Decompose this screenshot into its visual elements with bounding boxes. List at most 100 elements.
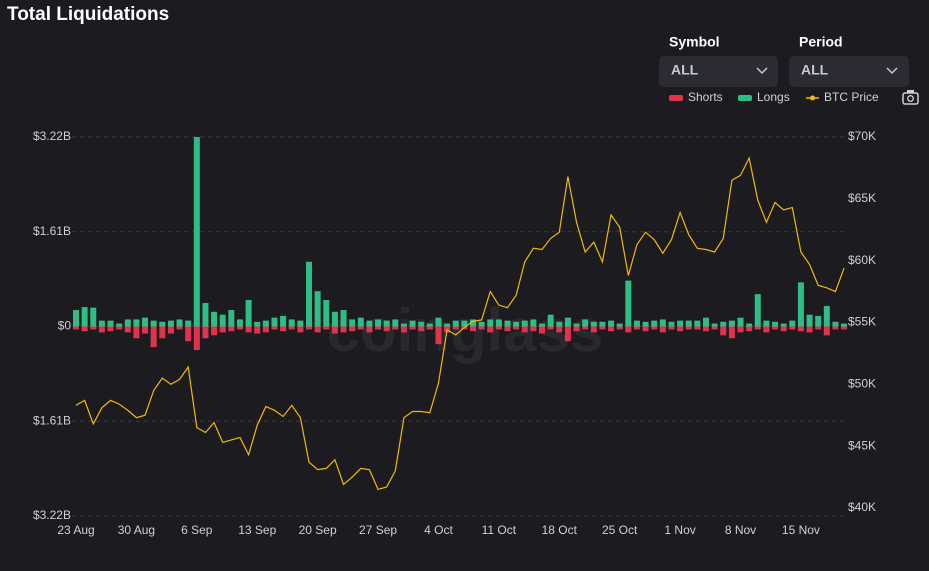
legend-item[interactable]: Shorts	[669, 90, 723, 104]
symbol-label: Symbol	[669, 34, 720, 50]
bar	[193, 326, 200, 351]
bar	[90, 326, 97, 330]
bar	[306, 326, 313, 330]
bar	[469, 319, 476, 327]
bar	[107, 320, 114, 327]
bar	[331, 326, 338, 334]
bar	[306, 261, 313, 327]
bar	[116, 326, 123, 330]
y-tick-label: $3.22B	[33, 508, 71, 522]
bar	[547, 326, 554, 330]
period-label: Period	[799, 34, 843, 50]
bar	[254, 321, 261, 327]
camera-top	[907, 90, 914, 93]
bar	[763, 326, 770, 333]
bar	[608, 320, 615, 327]
bar	[435, 326, 442, 345]
y2-tick-label: $45K	[848, 438, 876, 452]
bar	[418, 326, 425, 332]
bar	[219, 314, 226, 327]
bar	[504, 320, 511, 327]
y2-tick-label: $60K	[848, 253, 876, 267]
bar	[625, 280, 632, 327]
y2-tick-label: $55K	[848, 315, 876, 329]
legend-swatch	[738, 95, 752, 101]
bar	[228, 326, 235, 332]
bar	[340, 326, 347, 333]
bar	[573, 326, 580, 332]
bar	[400, 323, 407, 327]
bar	[124, 319, 131, 327]
bar	[711, 326, 718, 330]
bar	[746, 326, 753, 332]
bar	[142, 326, 149, 334]
bar	[400, 326, 407, 333]
bar	[685, 326, 692, 330]
bar	[539, 326, 546, 334]
bar	[815, 315, 822, 327]
bar	[677, 326, 684, 332]
bar	[659, 319, 666, 327]
bar	[176, 326, 183, 330]
bar	[288, 326, 295, 330]
legend-swatch-dot	[810, 95, 815, 101]
bar	[694, 326, 701, 330]
bar	[564, 326, 571, 342]
chevron	[886, 67, 898, 75]
bar	[772, 326, 779, 330]
bar	[668, 326, 675, 330]
bar	[789, 326, 796, 330]
bar	[556, 321, 563, 327]
x-tick-label: 13 Sep	[238, 523, 276, 537]
bar	[720, 321, 727, 327]
bar	[530, 326, 537, 332]
bar	[582, 319, 589, 327]
bar	[685, 320, 692, 327]
symbol-dropdown[interactable]: ALL	[659, 56, 778, 87]
bar	[806, 314, 813, 327]
bar	[375, 319, 382, 327]
bar	[349, 319, 356, 327]
bar	[73, 326, 79, 330]
bar	[271, 326, 278, 330]
bar	[521, 320, 528, 327]
bar	[159, 326, 166, 339]
camera-icon[interactable]	[902, 90, 919, 105]
bar	[461, 320, 468, 327]
camera-lens	[907, 95, 914, 102]
bar	[245, 300, 252, 327]
y-tick-label: $1.61B	[33, 224, 71, 238]
bar	[98, 326, 105, 333]
bar	[254, 326, 261, 334]
dropdown-box	[659, 56, 778, 87]
bar	[642, 321, 649, 327]
bar	[677, 320, 684, 327]
bar	[487, 326, 494, 333]
bar	[107, 326, 114, 332]
bar	[366, 326, 373, 333]
legend-item[interactable]: Longs	[738, 90, 790, 104]
bar	[478, 321, 485, 327]
bar	[625, 326, 632, 333]
bar	[539, 323, 546, 327]
bar	[280, 315, 287, 327]
bar	[711, 323, 718, 327]
dropdown-box	[789, 56, 909, 87]
bar	[590, 321, 597, 327]
bar	[530, 319, 537, 327]
bar	[806, 326, 813, 333]
bar	[314, 291, 321, 327]
period-dropdown[interactable]: ALL	[789, 56, 909, 87]
y-tick-label: $0	[58, 319, 72, 333]
bar	[418, 321, 425, 327]
x-tick-label: 20 Sep	[299, 523, 337, 537]
bar	[469, 326, 476, 332]
bar	[702, 326, 709, 332]
bar	[211, 326, 218, 336]
bar	[262, 326, 269, 333]
bar	[159, 321, 166, 327]
legend-item[interactable]: BTC Price	[806, 90, 879, 104]
bar	[832, 321, 839, 327]
bar	[366, 320, 373, 327]
